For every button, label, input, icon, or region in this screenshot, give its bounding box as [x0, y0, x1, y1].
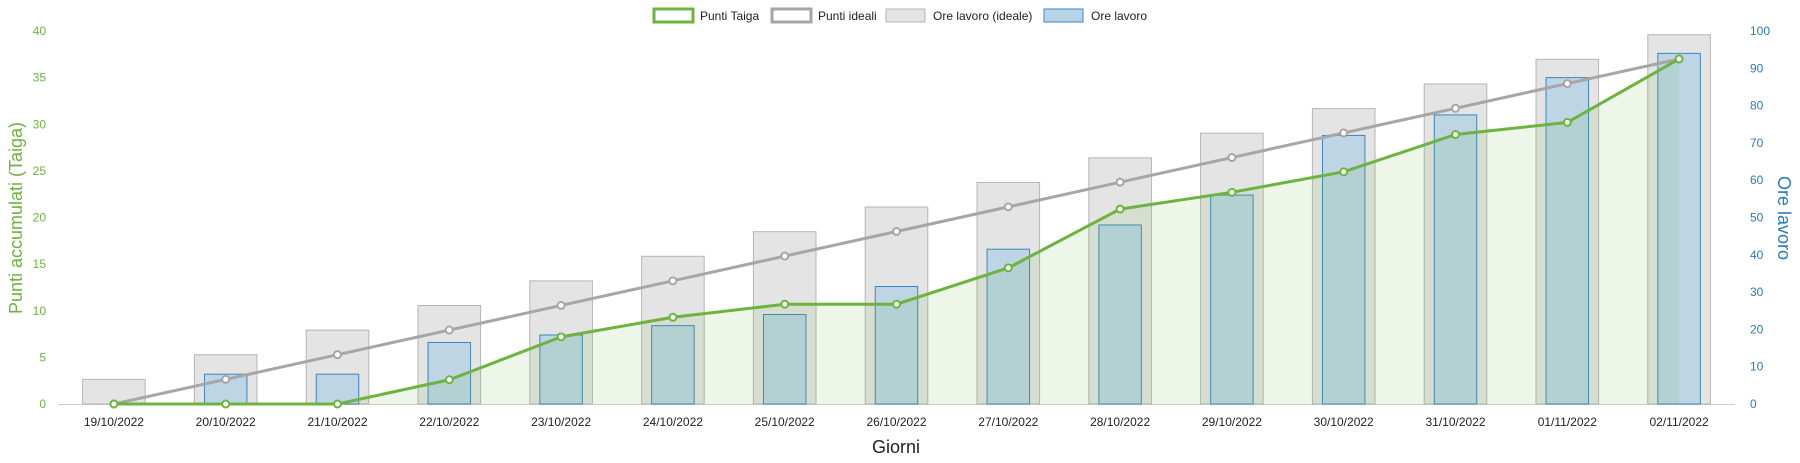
ideal-point — [668, 276, 678, 286]
y-right-tick-label: 100 — [1750, 24, 1770, 38]
legend-label: Punti Taiga — [700, 9, 759, 23]
x-tick-label: 19/10/2022 — [84, 415, 144, 429]
y-right-tick-label: 60 — [1750, 173, 1764, 187]
ideal-point — [1339, 128, 1349, 138]
x-tick-label: 23/10/2022 — [531, 415, 591, 429]
taiga-point — [1451, 130, 1460, 140]
x-tick-label: 20/10/2022 — [196, 415, 256, 429]
ideal-point — [780, 251, 790, 261]
actual-hours-bar — [986, 248, 1031, 405]
y-left-tick-label: 25 — [33, 164, 47, 178]
y-right-tick-label: 30 — [1750, 285, 1764, 299]
taiga-point — [333, 399, 342, 409]
taiga-point — [780, 299, 790, 309]
taiga-point — [1339, 167, 1349, 177]
taiga-point — [1115, 204, 1125, 214]
x-tick-label: 22/10/2022 — [419, 415, 479, 429]
actual-hours-bar — [1098, 224, 1142, 405]
legend-item-punti-taiga[interactable]: Punti Taiga — [652, 7, 759, 24]
actual-hours-bar — [762, 313, 807, 405]
y-left-tick-label: 5 — [39, 350, 46, 364]
ideal-point — [1562, 79, 1572, 89]
x-axis-title: Giorni — [872, 437, 920, 457]
x-tick-label: 31/10/2022 — [1425, 415, 1485, 429]
taiga-point — [556, 332, 566, 342]
legend-item-ore-lavoro-ideale[interactable]: Ore lavoro (ideale) — [885, 8, 1032, 23]
y-left-tick-label: 35 — [33, 71, 47, 85]
taiga-point — [1562, 117, 1572, 127]
taiga-point — [109, 399, 119, 409]
ideal-point — [333, 350, 342, 360]
actual-hours-bars — [203, 52, 1701, 405]
x-tick-label: 26/10/2022 — [866, 415, 926, 429]
x-tick-label: 02/11/2022 — [1650, 415, 1709, 429]
x-tick-label: 29/10/2022 — [1202, 415, 1262, 429]
x-tick-label: 25/10/2022 — [755, 415, 815, 429]
taiga-point — [1003, 263, 1013, 273]
y-right-tick-label: 50 — [1750, 211, 1764, 225]
legend-label: Punti ideali — [818, 9, 877, 23]
ideal-point — [1227, 153, 1237, 163]
actual-hours-bar — [651, 325, 695, 405]
x-axis-ticks: 19/10/2022 20/10/2022 21/10/2022 22/10/2022… — [84, 415, 1709, 429]
legend-label: Ore lavoro (ideale) — [933, 9, 1032, 23]
y-axis-right-ticks: 0 10 20 30 40 50 60 70 80 90 100 — [1750, 24, 1770, 411]
x-tick-label: 30/10/2022 — [1314, 415, 1374, 429]
x-tick-label: 21/10/2022 — [307, 415, 367, 429]
y-right-tick-label: 20 — [1750, 322, 1764, 336]
taiga-point — [1227, 187, 1237, 197]
actual-hours-bar — [1321, 134, 1366, 405]
y-left-tick-label: 40 — [33, 24, 47, 38]
y-left-tick-label: 20 — [33, 211, 47, 225]
actual-hours-bar — [1545, 77, 1590, 405]
actual-hours-bar — [539, 334, 583, 405]
legend-item-ore-lavoro[interactable]: Ore lavoro — [1043, 8, 1147, 23]
y-left-tick-label: 30 — [33, 117, 47, 131]
x-tick-label: 01/11/2022 — [1538, 415, 1597, 429]
y-left-tick-label: 10 — [33, 304, 47, 318]
actual-hours-bar — [1433, 114, 1478, 405]
x-tick-label: 27/10/2022 — [978, 415, 1038, 429]
ideal-point — [1115, 177, 1125, 187]
taiga-point — [668, 312, 678, 322]
y-axis-left-title: Punti accumulati (Taiga) — [6, 122, 26, 314]
ideal-point — [221, 374, 231, 384]
legend-item-punti-ideali[interactable]: Punti ideali — [770, 7, 877, 24]
taiga-points-markers — [109, 54, 1684, 409]
ideal-point — [444, 325, 454, 335]
y-axis-left-ticks: 0 5 10 15 20 25 30 35 40 — [33, 24, 47, 411]
y-right-tick-label: 90 — [1750, 61, 1764, 75]
x-tick-label: 24/10/2022 — [643, 415, 703, 429]
ideal-point — [1003, 202, 1013, 212]
ideal-point — [1451, 103, 1460, 113]
taiga-point — [1674, 54, 1684, 64]
actual-hours-bar — [1657, 52, 1701, 405]
y-right-tick-label: 40 — [1750, 248, 1764, 262]
taiga-point — [444, 375, 454, 385]
y-right-tick-label: 10 — [1750, 360, 1764, 374]
legend-label: Ore lavoro — [1091, 9, 1147, 23]
y-left-tick-label: 15 — [33, 257, 47, 271]
y-axis-right-title: Ore lavoro — [1774, 176, 1794, 260]
x-tick-label: 28/10/2022 — [1090, 415, 1150, 429]
taiga-points-area — [113, 58, 1680, 404]
ideal-point — [556, 300, 566, 310]
legend: Punti Taiga Punti ideali Ore lavoro (ide… — [652, 7, 1147, 24]
y-right-tick-label: 70 — [1750, 136, 1764, 150]
taiga-point — [892, 299, 901, 309]
ideal-point — [892, 226, 901, 236]
y-right-tick-label: 0 — [1750, 397, 1757, 411]
taiga-point — [221, 399, 231, 409]
y-left-tick-label: 0 — [39, 397, 46, 411]
y-right-tick-label: 80 — [1750, 99, 1764, 113]
